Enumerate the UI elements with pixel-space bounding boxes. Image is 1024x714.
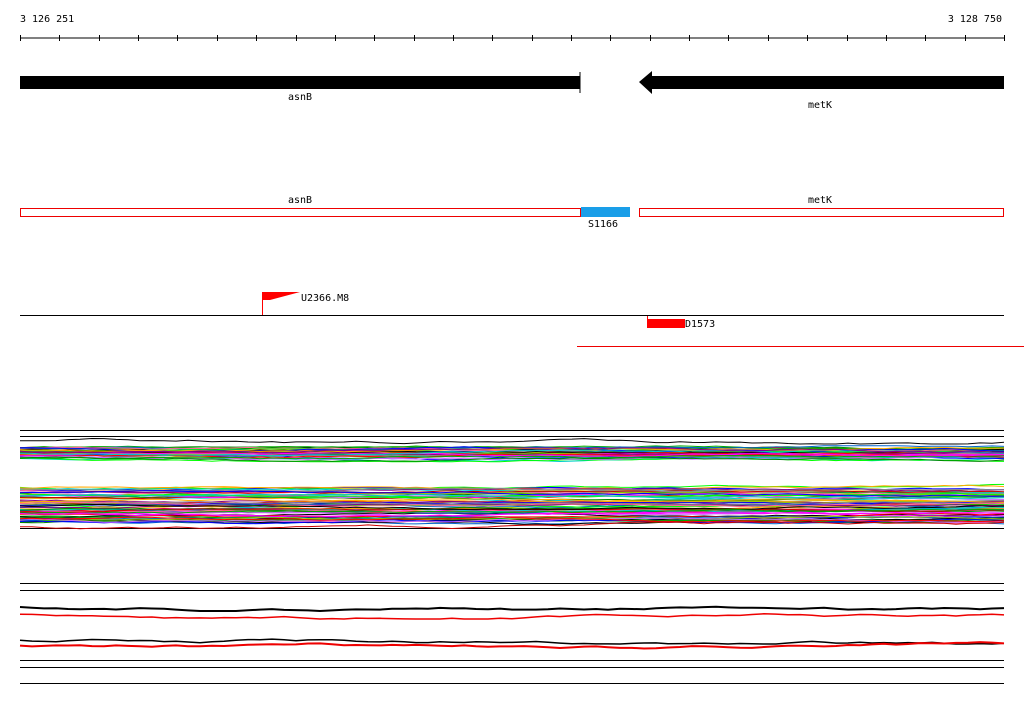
gene-label: asnB — [288, 92, 312, 103]
expression-line — [19, 448, 1005, 453]
expression-line — [19, 446, 1005, 451]
expression-line — [20, 437, 1005, 445]
expression-line — [19, 638, 1005, 645]
feature-label: S1166 — [588, 219, 618, 230]
expression-line — [19, 516, 1005, 523]
expression-line — [19, 499, 1005, 505]
expression-line — [19, 518, 1005, 525]
expression-line — [19, 498, 1005, 503]
expression-line — [19, 515, 1005, 522]
expression-line — [20, 521, 1005, 530]
gene-label: metK — [808, 100, 832, 111]
marker-label: U2366.M8 — [301, 293, 349, 304]
marker-label: D1573 — [685, 319, 715, 330]
expression-line — [19, 605, 1005, 613]
expression-line — [19, 447, 1005, 454]
ruler-start: 3 126 251 — [20, 14, 74, 25]
expression-line — [19, 490, 1005, 497]
expression-line — [19, 452, 1005, 457]
marker-block[interactable] — [647, 319, 685, 328]
gene-arrow — [20, 76, 580, 89]
expression-line — [19, 456, 1005, 462]
ruler-end: 3 128 750 — [948, 14, 1002, 25]
expression-line — [19, 487, 1005, 493]
expression-line — [19, 511, 1005, 517]
expression-line — [19, 503, 1005, 510]
expression-line — [19, 508, 1005, 515]
expression-line — [19, 517, 1005, 523]
expression-line — [19, 511, 1005, 518]
expression-line — [19, 613, 1005, 620]
expression-line — [19, 450, 1005, 457]
feature-box — [639, 208, 1004, 217]
expression-line — [19, 457, 1005, 463]
feature-label: metK — [808, 195, 832, 206]
feature-box — [20, 208, 581, 217]
expression-line — [19, 641, 1005, 650]
feature-block[interactable] — [581, 207, 630, 217]
ruler-ticks — [20, 35, 1005, 41]
gene-arrow — [639, 71, 1004, 94]
expression-line — [19, 501, 1005, 508]
expression-tracks — [19, 430, 1005, 684]
expression-line — [19, 493, 1005, 500]
marker-flag[interactable] — [262, 292, 300, 300]
feature-label: asnB — [288, 195, 312, 206]
